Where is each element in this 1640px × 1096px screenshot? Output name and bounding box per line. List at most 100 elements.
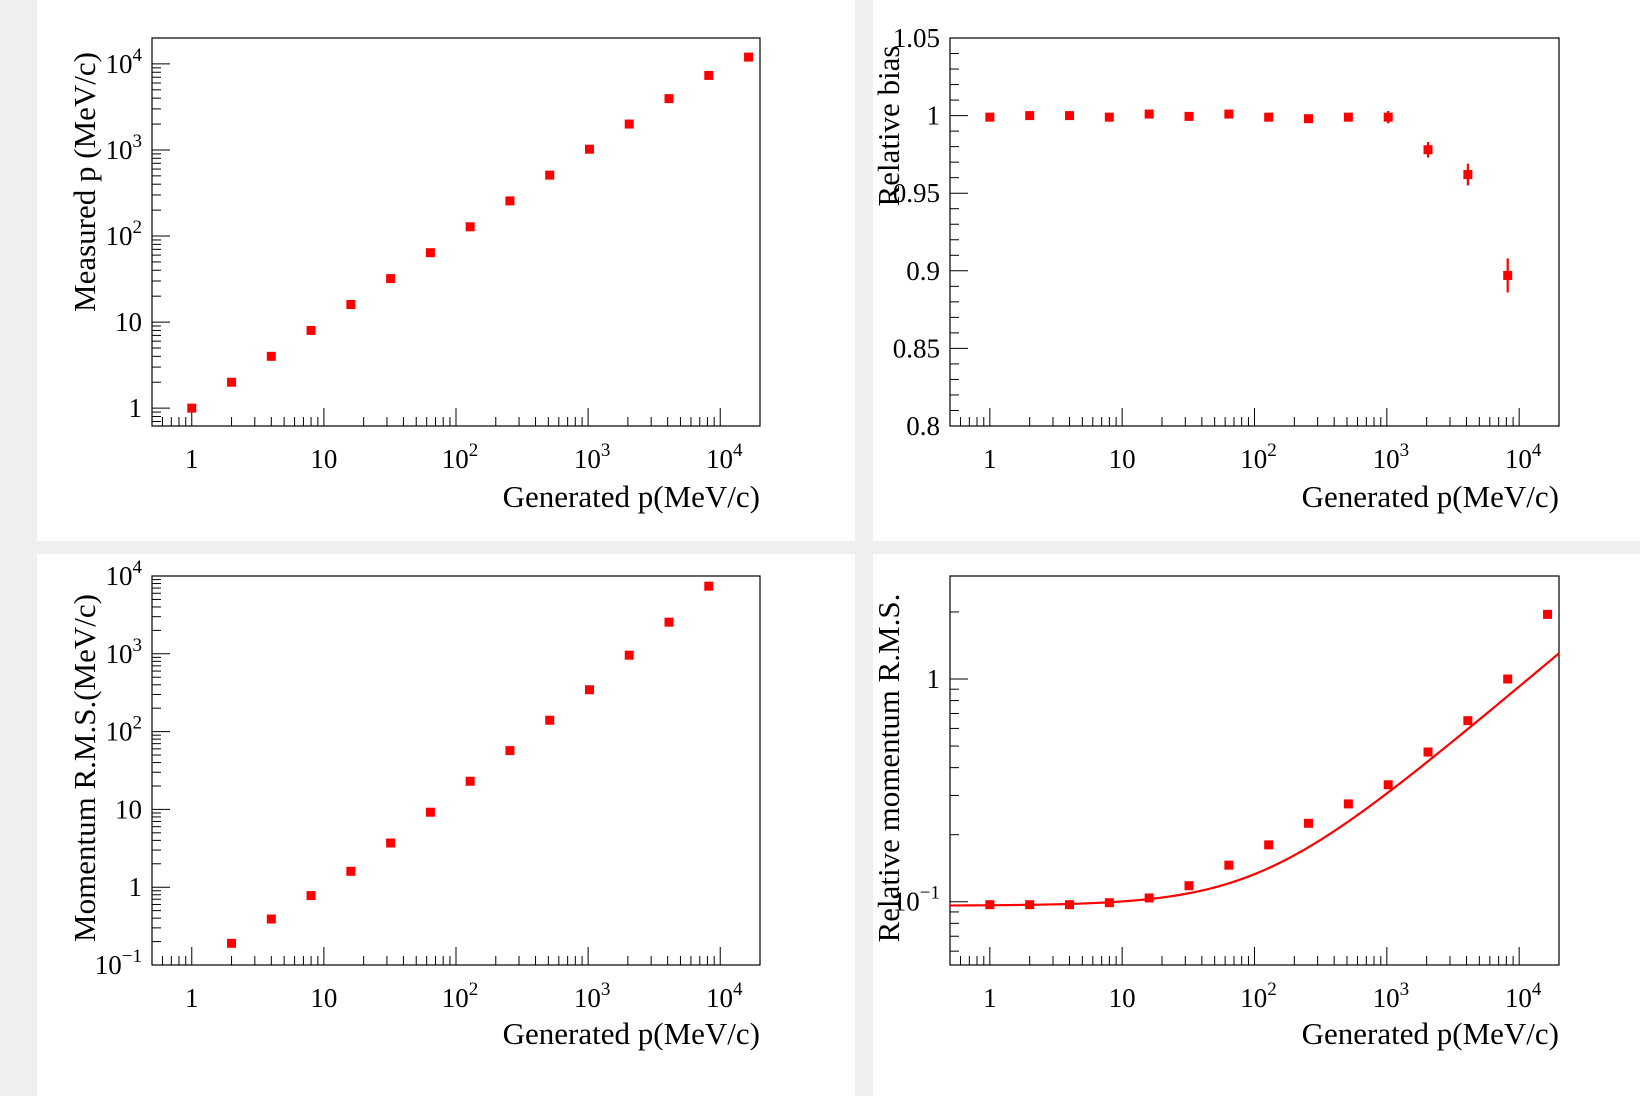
data-point xyxy=(744,52,754,62)
chart-svg: 1 10 102 103 104 10−1 1 Generated p(MeV/c) Relat… xyxy=(873,575,1560,1051)
data-point xyxy=(704,70,714,80)
x-tick-label: 1 xyxy=(185,983,199,1013)
data-point xyxy=(624,650,634,660)
x-tick-label: 104 xyxy=(1505,440,1542,474)
chart-svg: 1 10 102 103 104 1 10 102 103 104 Generated p(MeV/… xyxy=(67,37,761,514)
data-point xyxy=(266,351,276,361)
x-axis-title: Generated p(MeV/c) xyxy=(1302,479,1559,514)
data-point xyxy=(1065,900,1075,910)
plot-frame xyxy=(151,575,761,966)
y-tick-label: 10 xyxy=(115,307,142,337)
x-tick-label: 103 xyxy=(1373,979,1410,1013)
data-point xyxy=(465,222,475,232)
data-point xyxy=(1184,881,1194,891)
y-tick-label: 0.95 xyxy=(893,178,940,208)
data-point xyxy=(664,617,674,627)
data-point xyxy=(1264,112,1274,122)
y-tick-label: 1 xyxy=(927,101,941,131)
x-tick-label: 1 xyxy=(983,444,997,474)
x-tick-label: 103 xyxy=(574,979,611,1013)
x-axis-title: Generated p(MeV/c) xyxy=(1302,1016,1559,1051)
x-tick-label: 10 xyxy=(1109,983,1136,1013)
data-point xyxy=(1343,799,1353,809)
x-tick-label: 102 xyxy=(1240,979,1277,1013)
data-point xyxy=(425,248,435,258)
x-tick-label: 103 xyxy=(574,440,611,474)
data-point xyxy=(545,170,555,180)
data-point xyxy=(227,938,237,948)
data-point xyxy=(624,119,634,129)
data-point xyxy=(306,325,316,335)
x-tick-label: 104 xyxy=(1505,979,1542,1013)
data-point xyxy=(266,914,276,924)
data-point xyxy=(1304,114,1314,124)
data-point xyxy=(1383,780,1393,790)
panel-relative-bias: 1 10 102 103 104 0.8 0.85 0.9 0.95 1 1.05 Generated… xyxy=(873,0,1640,541)
data-point xyxy=(985,112,995,122)
plot-frame xyxy=(949,37,1560,427)
y-tick-label: 1 xyxy=(129,872,143,902)
y-tick-label: 1 xyxy=(129,393,143,423)
y-tick-label: 0.9 xyxy=(906,256,940,286)
y-tick-label: 0.85 xyxy=(893,333,940,363)
y-axis-title: Relative bias xyxy=(873,46,906,207)
x-tick-label: 102 xyxy=(1240,440,1277,474)
data-point xyxy=(1463,170,1473,180)
y-tick-label: 103 xyxy=(106,635,143,669)
y-axis-title: Measured p (MeV/c) xyxy=(67,52,102,312)
data-point xyxy=(306,891,316,901)
y-tick-label: 10 xyxy=(115,794,142,824)
panel-measured-p: 1 10 102 103 104 1 10 102 103 104 Generated p(MeV/… xyxy=(37,0,855,541)
data-point xyxy=(346,300,356,310)
data-point xyxy=(1423,145,1433,155)
data-point xyxy=(985,900,995,910)
x-tick-label: 10 xyxy=(1109,444,1136,474)
x-tick-label: 104 xyxy=(706,440,743,474)
x-axis-title: Generated p(MeV/c) xyxy=(503,1016,760,1051)
data-point xyxy=(664,94,674,104)
y-axis-title: Relative momentum R.M.S. xyxy=(873,594,906,943)
data-point xyxy=(346,866,356,876)
x-tick-label: 103 xyxy=(1373,440,1410,474)
data-point xyxy=(545,715,555,725)
y-tick-label: 10−1 xyxy=(95,946,142,980)
y-tick-label: 104 xyxy=(106,557,143,591)
x-tick-label: 1 xyxy=(983,983,997,1013)
data-point xyxy=(425,807,435,817)
data-point xyxy=(1144,893,1154,903)
data-point xyxy=(465,776,475,786)
data-point xyxy=(1224,109,1234,119)
fit-curve xyxy=(949,652,1560,907)
y-tick-label: 102 xyxy=(106,217,143,251)
data-point xyxy=(227,377,237,387)
data-point xyxy=(1184,111,1194,121)
data-point xyxy=(704,581,714,591)
data-point xyxy=(1025,900,1035,910)
y-tick-label: 0.8 xyxy=(906,411,940,441)
data-point xyxy=(1503,674,1513,684)
panel-relative-momentum-rms: 1 10 102 103 104 10−1 1 Generated p(MeV/c) Relat… xyxy=(873,554,1640,1096)
data-point xyxy=(1423,747,1433,757)
x-tick-label: 102 xyxy=(442,979,479,1013)
y-tick-label: 103 xyxy=(106,131,143,165)
y-tick-label: 10−1 xyxy=(893,883,940,917)
data-point xyxy=(505,196,515,206)
data-point xyxy=(1503,270,1513,280)
data-point xyxy=(1224,860,1234,870)
chart-svg: 1 10 102 103 104 0.8 0.85 0.9 0.95 1 1.05 Generated… xyxy=(873,23,1560,514)
y-tick-label: 1.05 xyxy=(893,23,940,53)
data-point xyxy=(1144,109,1154,119)
x-tick-label: 1 xyxy=(185,444,199,474)
data-point xyxy=(584,685,594,695)
x-tick-label: 104 xyxy=(706,979,743,1013)
data-point xyxy=(1104,112,1114,122)
data-point xyxy=(1304,818,1314,828)
data-point xyxy=(386,838,396,848)
data-point xyxy=(1104,898,1114,908)
plot-frame xyxy=(949,575,1560,966)
y-axis-title: Momentum R.M.S.(MeV/c) xyxy=(67,594,102,942)
data-point xyxy=(187,403,197,413)
panel-momentum-rms: 1 10 102 103 104 10−1 1 10 102 103 104 Generated p(… xyxy=(37,554,855,1096)
data-point xyxy=(1065,111,1075,121)
